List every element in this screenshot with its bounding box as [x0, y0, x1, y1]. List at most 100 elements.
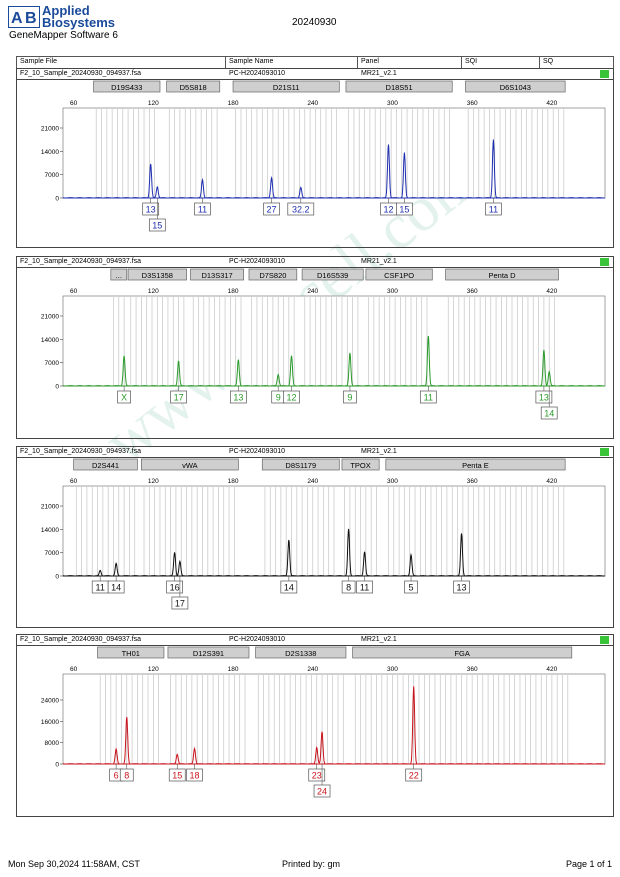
- allele-label: 13: [539, 393, 549, 403]
- allele-call[interactable]: 23: [308, 764, 326, 782]
- locus-d7s820: D7S820: [248, 268, 298, 281]
- electropherogram-panel-green: F2_10_Sample_20240930_094937.fsa PC-H202…: [16, 256, 614, 439]
- allele-label: 15: [399, 205, 409, 215]
- col-sample-file: Sample File: [20, 58, 57, 65]
- allele-label: 17: [174, 393, 184, 403]
- x-tick-label: 300: [387, 478, 398, 485]
- allele-call[interactable]: 14: [540, 386, 558, 420]
- allele-call[interactable]: 32.2: [287, 198, 315, 216]
- locus-label: D2S441: [92, 461, 119, 470]
- allele-call[interactable]: 9: [271, 386, 286, 404]
- locus-label: Penta D: [488, 271, 516, 280]
- allele-call[interactable]: 8: [341, 576, 356, 594]
- allele-call[interactable]: 11: [485, 198, 502, 216]
- y-tick-label: 0: [55, 574, 59, 581]
- green-dye-plot: ... D3S1358 D13S317 D7S820 D16S539 CSF1PO Pent…: [41, 268, 606, 420]
- allele-label: X: [121, 393, 127, 403]
- locus--: ...: [110, 268, 128, 281]
- allele-call[interactable]: 11: [419, 386, 437, 404]
- x-tick-label: 360: [467, 100, 478, 107]
- allele-call[interactable]: 17: [171, 576, 189, 610]
- allele-call[interactable]: 24: [313, 764, 331, 798]
- x-tick-label: 240: [307, 100, 318, 107]
- allele-call[interactable]: 15: [148, 198, 166, 232]
- x-tick-label: 60: [70, 100, 78, 107]
- x-tick-label: 360: [467, 666, 478, 673]
- y-tick-label: 0: [55, 384, 59, 391]
- allele-label: 11: [424, 393, 433, 403]
- x-tick-label: 240: [307, 478, 318, 485]
- allele-label: 5: [409, 583, 414, 593]
- footer-print-date: Mon Sep 30,2024 11:58AM, CST: [8, 859, 140, 869]
- allele-call[interactable]: 18: [186, 764, 203, 782]
- panel-panel-name: MR21_v2.1: [361, 258, 397, 265]
- x-tick-label: 180: [228, 100, 239, 107]
- y-tick-label: 21000: [41, 314, 59, 321]
- allele-call[interactable]: 15: [396, 198, 413, 216]
- allele-label: 8: [124, 771, 129, 781]
- allele-label: 16: [170, 583, 180, 593]
- electropherogram-panel-blue: F2_10_Sample_20240930_094937.fsa PC-H202…: [16, 68, 614, 248]
- allele-label: 27: [267, 205, 277, 215]
- x-tick-label: 300: [387, 288, 398, 295]
- x-tick-label: 420: [546, 666, 557, 673]
- allele-label: 14: [284, 583, 294, 593]
- allele-label: 24: [317, 787, 327, 797]
- allele-call[interactable]: 13: [142, 198, 160, 216]
- brand-line-1: Applied: [42, 3, 90, 18]
- allele-call[interactable]: 5: [404, 576, 418, 594]
- locus-d2s1338: D2S1338: [255, 646, 347, 659]
- panel-title-row: F2_10_Sample_20240930_094937.fsa PC-H202…: [17, 635, 613, 646]
- allele-call[interactable]: 17: [170, 386, 187, 404]
- allele-call[interactable]: X: [117, 386, 131, 404]
- x-tick-label: 300: [387, 100, 398, 107]
- locus-d13s317: D13S317: [190, 268, 245, 281]
- allele-call[interactable]: 16: [166, 576, 183, 594]
- locus-label: CSF1PO: [384, 271, 414, 280]
- svg-text:A: A: [11, 10, 23, 27]
- allele-label: 6: [114, 771, 119, 781]
- locus-csf1po: CSF1PO: [365, 268, 433, 281]
- allele-call[interactable]: 12: [380, 198, 397, 216]
- allele-call[interactable]: 22: [405, 764, 423, 782]
- panel-panel-name: MR21_v2.1: [361, 70, 397, 77]
- panel-sample-name: PC-H2024093010: [229, 258, 286, 265]
- x-tick-label: 120: [148, 666, 159, 673]
- plot-area: [62, 295, 606, 387]
- allele-call[interactable]: 11: [91, 576, 109, 594]
- panel-title-row: F2_10_Sample_20240930_094937.fsa PC-H202…: [17, 257, 613, 268]
- panel-sample-file: F2_10_Sample_20240930_094937.fsa: [20, 636, 142, 643]
- allele-call[interactable]: 11: [194, 198, 211, 216]
- allele-call[interactable]: 27: [263, 198, 280, 216]
- allele-call[interactable]: 9: [343, 386, 357, 404]
- locus-d2s441: D2S441: [73, 458, 138, 471]
- allele-label: 9: [347, 393, 352, 403]
- footer-printed-by: Printed by: gm: [282, 859, 341, 869]
- x-tick-label: 60: [70, 288, 78, 295]
- allele-label: 8: [346, 583, 351, 593]
- allele-call[interactable]: 14: [107, 576, 125, 594]
- allele-call[interactable]: 8: [119, 764, 134, 782]
- allele-call[interactable]: 14: [280, 576, 298, 594]
- x-tick-label: 120: [148, 100, 159, 107]
- allele-call[interactable]: 11: [356, 576, 373, 594]
- locus-label: ...: [116, 271, 122, 280]
- x-tick-label: 240: [307, 288, 318, 295]
- brand-name: Applied Biosystems: [42, 3, 115, 29]
- x-tick-label: 300: [387, 666, 398, 673]
- allele-label: 22: [409, 771, 419, 781]
- allele-call[interactable]: 13: [230, 386, 247, 404]
- allele-call[interactable]: 12: [283, 386, 300, 404]
- x-tick-label: 60: [70, 666, 78, 673]
- locus-label: vWA: [182, 461, 198, 470]
- y-tick-label: 24000: [41, 698, 59, 705]
- allele-call[interactable]: 13: [453, 576, 470, 594]
- run-date: 20240930: [292, 17, 337, 28]
- allele-label: 9: [276, 393, 281, 403]
- allele-call[interactable]: 13: [535, 386, 553, 404]
- allele-label: 12: [286, 393, 296, 403]
- allele-call[interactable]: 15: [168, 764, 186, 782]
- allele-label: 13: [233, 393, 243, 403]
- electropherogram-panel-black: F2_10_Sample_20240930_094937.fsa PC-H202…: [16, 446, 614, 628]
